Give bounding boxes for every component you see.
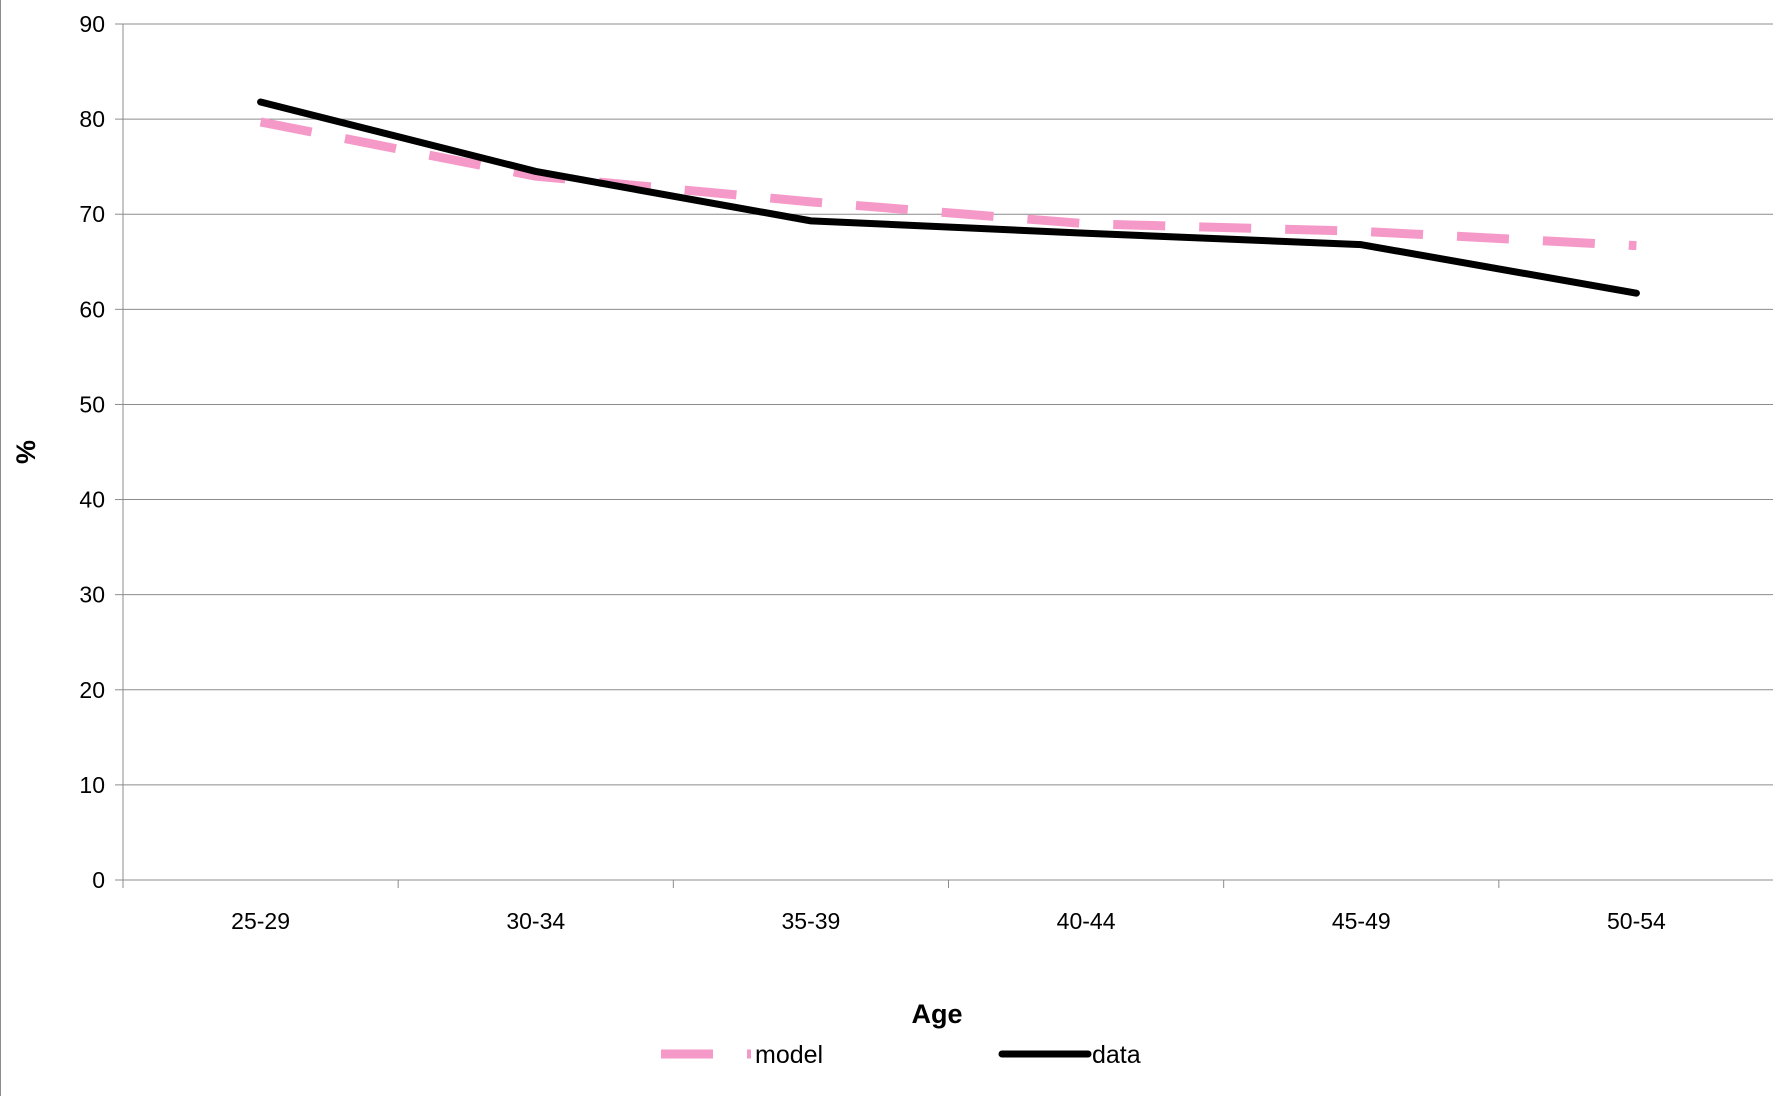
x-tick-labels: 25-29 30-34 35-39 40-44 45-49 50-54 bbox=[231, 908, 1666, 934]
y-axis-title: % bbox=[11, 440, 41, 464]
legend-label-data: data bbox=[1092, 1041, 1141, 1069]
axes bbox=[115, 23, 1773, 888]
x-tick-label: 25-29 bbox=[231, 908, 290, 934]
y-tick-labels: 0 10 20 30 40 50 60 70 80 90 bbox=[79, 11, 105, 893]
y-tick-label: 20 bbox=[79, 677, 105, 703]
x-tick-label: 45-49 bbox=[1332, 908, 1391, 934]
series-lines bbox=[257, 98, 1640, 297]
y-tick-label: 0 bbox=[92, 867, 105, 893]
legend: model data bbox=[661, 1041, 1141, 1069]
x-axis-title: Age bbox=[911, 999, 962, 1029]
y-tick-label: 80 bbox=[79, 106, 105, 132]
gridlines bbox=[123, 23, 1773, 786]
y-tick-label: 50 bbox=[79, 391, 105, 417]
x-tick-label: 40-44 bbox=[1057, 908, 1116, 934]
y-tick-label: 30 bbox=[79, 582, 105, 608]
x-tick-label: 30-34 bbox=[506, 908, 565, 934]
y-tick-label: 70 bbox=[79, 201, 105, 227]
y-tick-label: 60 bbox=[79, 296, 105, 322]
series-line-data bbox=[257, 98, 1640, 297]
y-tick-label: 10 bbox=[79, 772, 105, 798]
series-line-model bbox=[259, 117, 1637, 251]
x-tick-label: 50-54 bbox=[1607, 908, 1666, 934]
y-tick-label: 90 bbox=[79, 11, 105, 37]
legend-label-model: model bbox=[755, 1041, 823, 1069]
y-tick-label: 40 bbox=[79, 487, 105, 513]
x-tick-label: 35-39 bbox=[782, 908, 841, 934]
